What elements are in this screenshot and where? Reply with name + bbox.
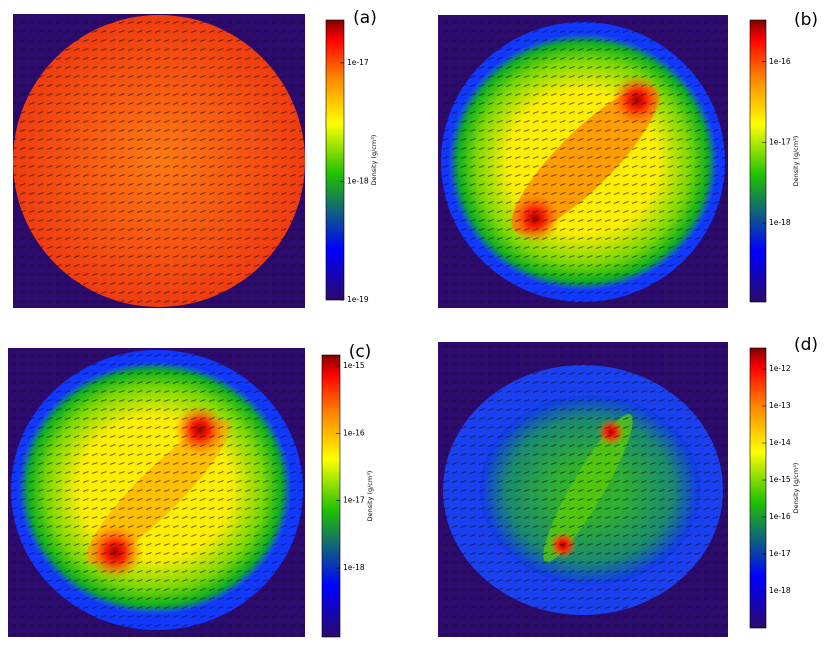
colorbar-tick-label: 1e-16 <box>769 512 791 521</box>
colorbar <box>325 19 345 301</box>
colorbar <box>321 354 341 638</box>
colorbar-tick-label: 1e-15 <box>769 475 791 484</box>
density-map <box>438 342 728 637</box>
colorbar-tick-label: 1e-18 <box>769 586 791 595</box>
panel-label: (a) <box>353 8 377 28</box>
density-map <box>13 14 305 308</box>
colorbar-tick-label: 1e-17 <box>347 58 369 67</box>
colorbar-tick-label: 1e-14 <box>769 438 791 447</box>
colorbar-tick-label: 1e-17 <box>769 137 791 146</box>
colorbar-label: Density (g/cm³) <box>366 471 374 522</box>
colorbar <box>749 19 767 303</box>
colorbar-label: Density (g/cm³) <box>792 463 800 514</box>
colorbar-tick-label: 1e-16 <box>343 428 365 437</box>
colorbar-tick-label: 1e-18 <box>343 563 365 572</box>
colorbar-tick-label: 1e-18 <box>769 218 791 227</box>
density-map <box>438 15 728 308</box>
colorbar-tick-label: 1e-12 <box>769 364 791 373</box>
colorbar-label: Density (g/cm³) <box>370 135 378 186</box>
panel-label: (b) <box>794 10 818 30</box>
density-map <box>8 348 305 637</box>
colorbar <box>749 347 767 629</box>
colorbar-tick-label: 1e-13 <box>769 401 791 410</box>
colorbar-tick-label: 1e-17 <box>343 496 365 505</box>
colorbar-tick-label: 1e-15 <box>343 361 365 370</box>
panel-label: (d) <box>794 335 818 355</box>
colorbar-tick-label: 1e-17 <box>769 549 791 558</box>
panel-label: (c) <box>349 342 372 362</box>
colorbar-tick-label: 1e-16 <box>769 57 791 66</box>
colorbar-tick-label: 1e-18 <box>347 176 369 185</box>
colorbar-tick-label: 1e-19 <box>347 295 369 304</box>
colorbar-label: Density (g/cm³) <box>792 136 800 187</box>
